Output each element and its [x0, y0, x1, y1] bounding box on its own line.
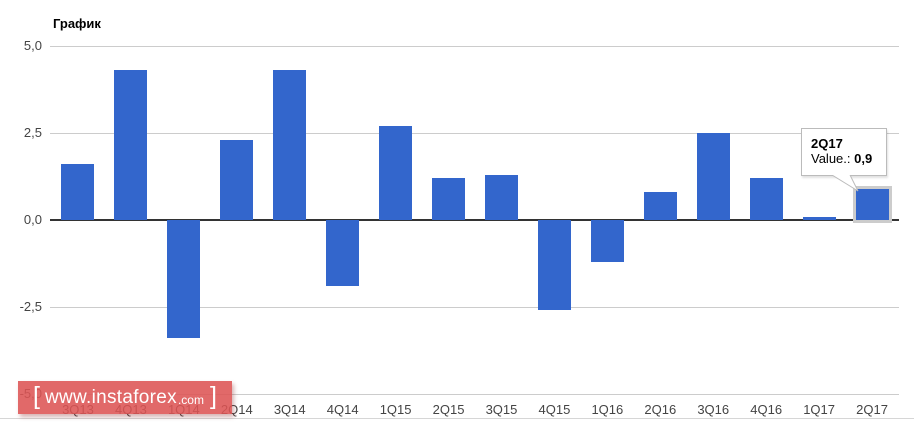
bar-3Q16[interactable] [696, 133, 730, 220]
bar-2Q15[interactable] [432, 178, 466, 220]
x-axis-label-2Q16: 2Q16 [644, 402, 677, 417]
y-axis-label: 2,5 [23, 125, 42, 140]
bar-1Q15[interactable] [379, 126, 413, 220]
bar-3Q14[interactable] [273, 70, 307, 220]
bar-3Q15[interactable] [484, 174, 518, 220]
chart-title: График [53, 16, 101, 31]
bar-3Q13[interactable] [61, 164, 95, 220]
tooltip-value-row: Value.: 0,9 [811, 151, 886, 167]
watermark-bracket-right: ] [209, 381, 217, 410]
gridline [50, 394, 899, 395]
instaforex-watermark: [ www.instaforex .com ] [18, 381, 232, 414]
tooltip-title: 2Q17 [811, 136, 843, 151]
bar-4Q15[interactable] [537, 220, 571, 311]
x-axis-label-3Q16: 3Q16 [697, 402, 730, 417]
x-axis-label-3Q14: 3Q14 [273, 402, 306, 417]
gridline [50, 46, 899, 47]
x-axis-label-4Q15: 4Q15 [538, 402, 571, 417]
watermark-text: www.instaforex [45, 386, 177, 408]
bar-2Q16[interactable] [643, 192, 677, 220]
bar-4Q14[interactable] [326, 220, 360, 287]
gridline [50, 133, 899, 134]
tooltip-value: 0,9 [854, 151, 873, 166]
watermark-bracket-left: [ [33, 381, 40, 410]
x-axis-label-4Q16: 4Q16 [750, 402, 783, 417]
x-axis-label-1Q15: 1Q15 [379, 402, 412, 417]
x-axis-label-1Q16: 1Q16 [591, 402, 624, 417]
x-axis-label-2Q17: 2Q17 [856, 402, 888, 417]
y-axis-label: 5,0 [23, 38, 42, 53]
bar-2Q17[interactable] [855, 188, 889, 220]
y-axis-label: -2,5 [19, 299, 42, 314]
x-axis-label-1Q17: 1Q17 [803, 402, 835, 417]
tooltip-pointer [831, 175, 859, 192]
bar-4Q13[interactable] [114, 70, 148, 220]
tooltip-value-label: Value.: [811, 151, 851, 166]
tooltip: 2Q17 Value.: 0,9 [801, 128, 887, 176]
x-axis-label-4Q14: 4Q14 [326, 402, 359, 417]
y-axis-label: 0,0 [23, 212, 42, 227]
baseline [50, 219, 899, 221]
bar-4Q16[interactable] [749, 178, 783, 220]
bar-1Q14[interactable] [167, 220, 201, 339]
gridline [50, 307, 899, 308]
bar-1Q16[interactable] [590, 220, 624, 262]
bar-1Q17[interactable] [802, 216, 836, 220]
bar-2Q14[interactable] [220, 139, 254, 220]
x-axis-label-3Q15: 3Q15 [485, 402, 518, 417]
watermark-text-suffix: .com [177, 393, 204, 407]
x-axis-label-2Q15: 2Q15 [432, 402, 465, 417]
chart-bottom-border [0, 418, 914, 419]
